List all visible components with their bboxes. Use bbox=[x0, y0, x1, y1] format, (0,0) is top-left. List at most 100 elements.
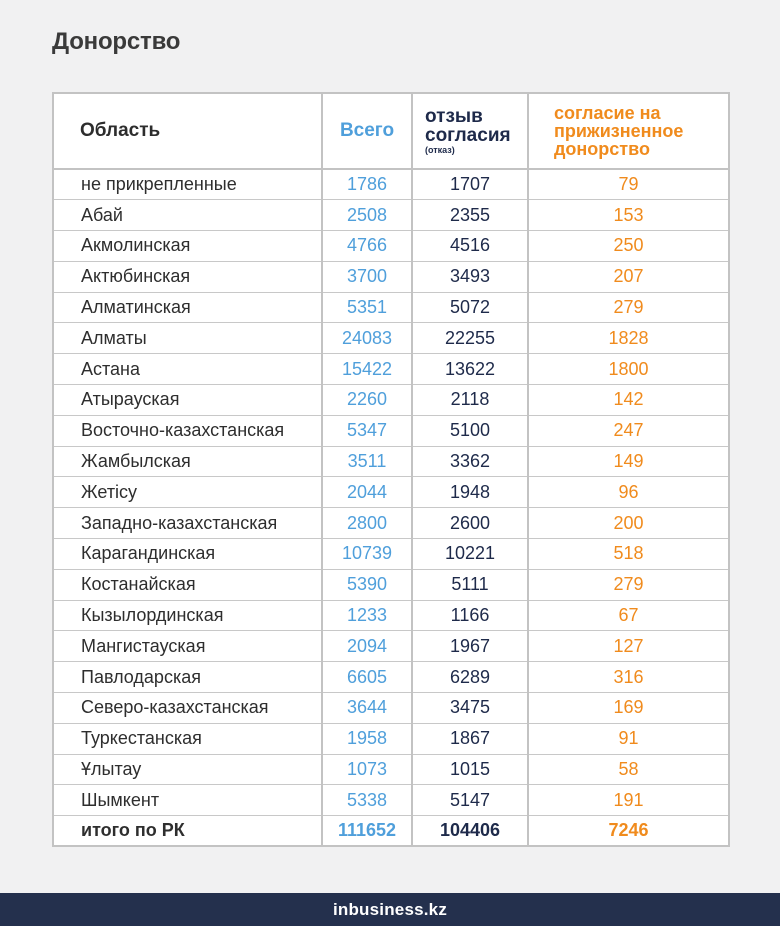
cell-consent: 149 bbox=[527, 446, 730, 478]
header-refusal-line1: отзыв bbox=[425, 106, 483, 127]
cell-region: Костанайская bbox=[52, 569, 323, 601]
cell-total: 5338 bbox=[321, 784, 413, 817]
cell-consent: 316 bbox=[527, 661, 730, 694]
cell-total: 3511 bbox=[321, 446, 413, 478]
header-consent-line3: донорство bbox=[554, 139, 650, 159]
cell-consent: 247 bbox=[527, 415, 730, 447]
cell-consent: 67 bbox=[527, 600, 730, 632]
cell-region: Кызылординская bbox=[52, 600, 323, 632]
cell-total: 4766 bbox=[321, 230, 413, 262]
cell-consent: 96 bbox=[527, 476, 730, 509]
cell-refusal: 1967 bbox=[411, 630, 529, 663]
table-row: Восточно-казахстанская 5347 5100 247 bbox=[52, 415, 730, 447]
table-row: Алматы 24083 22255 1828 bbox=[52, 322, 730, 355]
cell-refusal: 1707 bbox=[411, 169, 529, 201]
cell-total: 5390 bbox=[321, 569, 413, 601]
cell-refusal: 2355 bbox=[411, 199, 529, 232]
cell-consent: 153 bbox=[527, 199, 730, 232]
cell-refusal: 5111 bbox=[411, 569, 529, 601]
table-row: Акмолинская 4766 4516 250 bbox=[52, 230, 730, 262]
cell-total: 3644 bbox=[321, 692, 413, 724]
table-row: Абай 2508 2355 153 bbox=[52, 199, 730, 232]
cell-total: 2260 bbox=[321, 384, 413, 416]
table-row: Мангистауская 2094 1967 127 bbox=[52, 630, 730, 663]
cell-total: 5347 bbox=[321, 415, 413, 447]
cell-consent: 518 bbox=[527, 538, 730, 570]
cell-consent: 279 bbox=[527, 292, 730, 324]
total-row-consent: 7246 bbox=[527, 815, 730, 846]
cell-region: Акмолинская bbox=[52, 230, 323, 262]
cell-refusal: 5072 bbox=[411, 292, 529, 324]
cell-region: Актюбинская bbox=[52, 261, 323, 293]
cell-consent: 58 bbox=[527, 754, 730, 786]
table-row: Северо-казахстанская 3644 3475 169 bbox=[52, 692, 730, 724]
header-refusal: отзыв согласия (отказ) bbox=[411, 93, 529, 170]
cell-refusal: 1867 bbox=[411, 723, 529, 755]
cell-region: Абай bbox=[52, 199, 323, 232]
donor-table: Область Всего отзыв согласия (отказ) сог… bbox=[52, 92, 730, 847]
cell-region: Павлодарская bbox=[52, 661, 323, 694]
site-logo[interactable]: inbusiness.kz bbox=[333, 900, 447, 920]
cell-consent: 1800 bbox=[527, 353, 730, 386]
header-refusal-line2: согласия bbox=[425, 125, 511, 146]
cell-refusal: 3493 bbox=[411, 261, 529, 293]
cell-region: Восточно-казахстанская bbox=[52, 415, 323, 447]
cell-refusal: 2118 bbox=[411, 384, 529, 416]
cell-consent: 91 bbox=[527, 723, 730, 755]
cell-refusal: 1166 bbox=[411, 600, 529, 632]
table-row: Туркестанская 1958 1867 91 bbox=[52, 723, 730, 755]
table-row: не прикрепленные 1786 1707 79 bbox=[52, 169, 730, 201]
total-row-total: 111652 bbox=[321, 815, 413, 846]
page-title: Донорство bbox=[52, 28, 181, 55]
cell-refusal: 13622 bbox=[411, 353, 529, 386]
total-row-refusal: 104406 bbox=[411, 815, 529, 846]
cell-refusal: 1948 bbox=[411, 476, 529, 509]
header-consent: согласие на прижизненное донорство bbox=[527, 93, 730, 170]
cell-total: 1786 bbox=[321, 169, 413, 201]
cell-consent: 191 bbox=[527, 784, 730, 817]
cell-consent: 279 bbox=[527, 569, 730, 601]
cell-total: 2508 bbox=[321, 199, 413, 232]
cell-refusal: 3362 bbox=[411, 446, 529, 478]
cell-region: Астана bbox=[52, 353, 323, 386]
table-row: Актюбинская 3700 3493 207 bbox=[52, 261, 730, 293]
cell-refusal: 3475 bbox=[411, 692, 529, 724]
table-row: Кызылординская 1233 1166 67 bbox=[52, 600, 730, 632]
cell-total: 5351 bbox=[321, 292, 413, 324]
cell-total: 6605 bbox=[321, 661, 413, 694]
table-row: Алматинская 5351 5072 279 bbox=[52, 292, 730, 324]
table-header-row: Область Всего отзыв согласия (отказ) сог… bbox=[52, 93, 730, 170]
total-row-region: итого по РК bbox=[52, 815, 323, 846]
cell-region: Карагандинская bbox=[52, 538, 323, 570]
table-row: Жетісу 2044 1948 96 bbox=[52, 476, 730, 509]
cell-refusal: 2600 bbox=[411, 507, 529, 540]
table-row: Западно-казахстанская 2800 2600 200 bbox=[52, 507, 730, 540]
cell-region: Северо-казахстанская bbox=[52, 692, 323, 724]
table-row: Ұлытау 1073 1015 58 bbox=[52, 754, 730, 786]
logo-rest: business.kz bbox=[348, 900, 448, 919]
table-row: Шымкент 5338 5147 191 bbox=[52, 784, 730, 817]
cell-total: 3700 bbox=[321, 261, 413, 293]
cell-consent: 79 bbox=[527, 169, 730, 201]
header-consent-line2: прижизненное bbox=[554, 121, 684, 141]
cell-consent: 127 bbox=[527, 630, 730, 663]
cell-total: 10739 bbox=[321, 538, 413, 570]
cell-total: 2044 bbox=[321, 476, 413, 509]
cell-refusal: 6289 bbox=[411, 661, 529, 694]
cell-consent: 200 bbox=[527, 507, 730, 540]
table-row: Астана 15422 13622 1800 bbox=[52, 353, 730, 386]
table-row: Павлодарская 6605 6289 316 bbox=[52, 661, 730, 694]
cell-region: не прикрепленные bbox=[52, 169, 323, 201]
cell-region: Жетісу bbox=[52, 476, 323, 509]
cell-total: 1073 bbox=[321, 754, 413, 786]
total-row: итого по РК 111652 104406 7246 bbox=[52, 815, 730, 846]
cell-refusal: 5100 bbox=[411, 415, 529, 447]
cell-total: 15422 bbox=[321, 353, 413, 386]
cell-total: 2094 bbox=[321, 630, 413, 663]
table-row: Костанайская 5390 5111 279 bbox=[52, 569, 730, 601]
cell-region: Жамбылская bbox=[52, 446, 323, 478]
header-consent-line1: согласие на bbox=[554, 103, 661, 123]
cell-region: Ұлытау bbox=[52, 754, 323, 786]
cell-refusal: 4516 bbox=[411, 230, 529, 262]
cell-region: Шымкент bbox=[52, 784, 323, 817]
